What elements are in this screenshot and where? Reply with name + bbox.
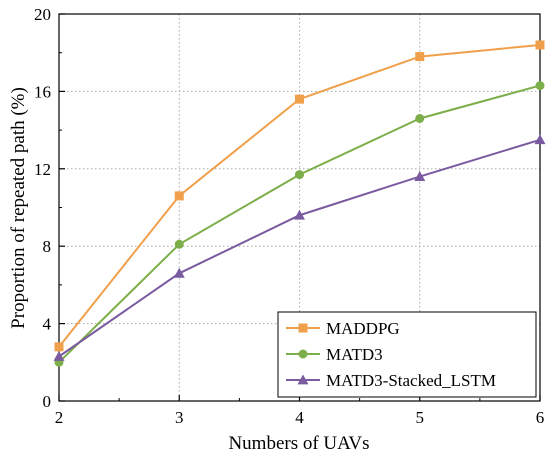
data-point	[294, 209, 305, 220]
data-point	[535, 40, 545, 50]
legend-box	[277, 311, 537, 398]
x-tick-label: 5	[416, 408, 425, 427]
data-point	[53, 350, 65, 361]
data-point	[535, 81, 545, 91]
axes: 2 3 4 5 6 0 4 8 12 16 20	[34, 5, 544, 427]
data-point	[173, 267, 185, 278]
data-point	[414, 171, 426, 181]
data-point	[174, 239, 184, 249]
data-point	[415, 113, 425, 123]
y-tick-label: 20	[34, 5, 51, 24]
x-tick-label: 6	[536, 408, 545, 427]
y-tick-label: 0	[43, 392, 52, 411]
x-tick-label: 3	[175, 408, 184, 427]
legend-label: MATD3-Stacked_LSTM	[326, 371, 496, 390]
data-point	[415, 52, 425, 62]
data-point	[54, 342, 64, 352]
data-point	[174, 191, 184, 201]
y-tick-label: 12	[34, 160, 51, 179]
legend-marker	[298, 323, 308, 333]
legend-marker	[297, 374, 309, 385]
x-tick-label: 2	[55, 408, 64, 427]
y-axis-label: Proportion of repeated path (%)	[8, 87, 29, 329]
data-series	[53, 40, 546, 367]
legend: MADDPG MATD3 MATD3-Stacked_LSTM	[277, 311, 537, 398]
x-axis-label: Numbers of UAVs	[228, 433, 369, 454]
legend-label: MATD3	[326, 345, 383, 364]
y-tick-label: 16	[34, 82, 51, 101]
data-point	[534, 134, 546, 145]
data-point	[295, 94, 304, 104]
y-tick-label: 4	[43, 315, 52, 334]
legend-marker	[298, 349, 308, 359]
x-tick-label: 4	[295, 408, 304, 427]
y-tick-label: 8	[43, 237, 52, 256]
data-point	[295, 170, 304, 180]
legend-label: MADDPG	[326, 319, 400, 338]
